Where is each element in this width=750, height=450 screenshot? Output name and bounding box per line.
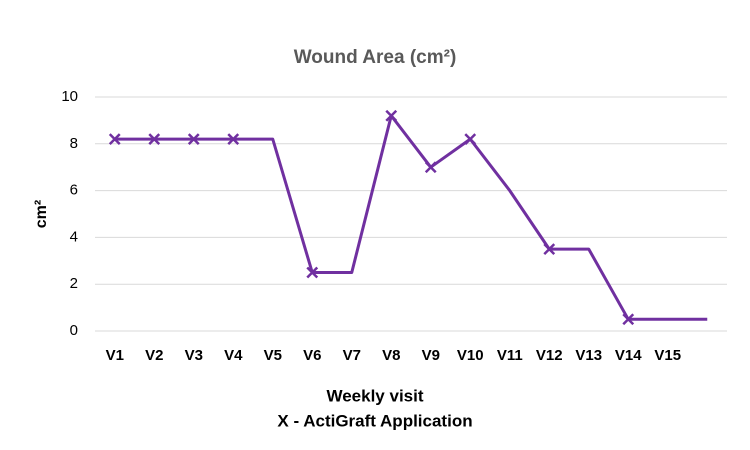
chart-title: Wound Area (cm²) <box>294 47 457 68</box>
x-tick-label: V13 <box>575 347 602 364</box>
marker <box>385 109 398 122</box>
x-tick-label: V1 <box>106 347 124 364</box>
marker <box>227 133 240 146</box>
marker <box>543 243 556 255</box>
series-line <box>114 114 708 321</box>
y-tick-label: 2 <box>70 275 78 292</box>
x-tick-label: V7 <box>343 347 361 364</box>
y-tick-label: 10 <box>61 88 78 105</box>
marker <box>306 266 319 279</box>
x-axis-label: Weekly visit <box>326 386 423 405</box>
x-tick-label: V2 <box>145 347 163 364</box>
marker <box>464 133 477 146</box>
marker <box>187 133 200 146</box>
annotation: X - ActiGraft Application <box>277 411 472 430</box>
x-tick-label: V12 <box>536 347 563 364</box>
marker <box>424 161 437 174</box>
y-tick-label: 4 <box>70 228 78 245</box>
y-tick-label: 0 <box>70 322 78 339</box>
y-tick-label: 8 <box>70 135 78 152</box>
y-tick-label: 6 <box>70 182 78 199</box>
x-tick-label: V8 <box>382 347 400 364</box>
x-tick-label: V10 <box>457 347 484 364</box>
x-tick-label: V14 <box>615 347 642 364</box>
x-tick-label: V6 <box>303 347 321 364</box>
x-tick-label: V5 <box>264 347 282 364</box>
x-tick-label: V11 <box>497 347 523 364</box>
x-tick-label: V9 <box>422 347 440 364</box>
y-axis-label: cm² <box>33 200 50 228</box>
marker <box>148 133 161 146</box>
x-tick-label: V15 <box>654 347 681 364</box>
marker <box>622 313 635 326</box>
x-tick-label: V3 <box>185 347 203 364</box>
x-tick-label: V4 <box>224 347 243 364</box>
marker <box>108 133 121 146</box>
